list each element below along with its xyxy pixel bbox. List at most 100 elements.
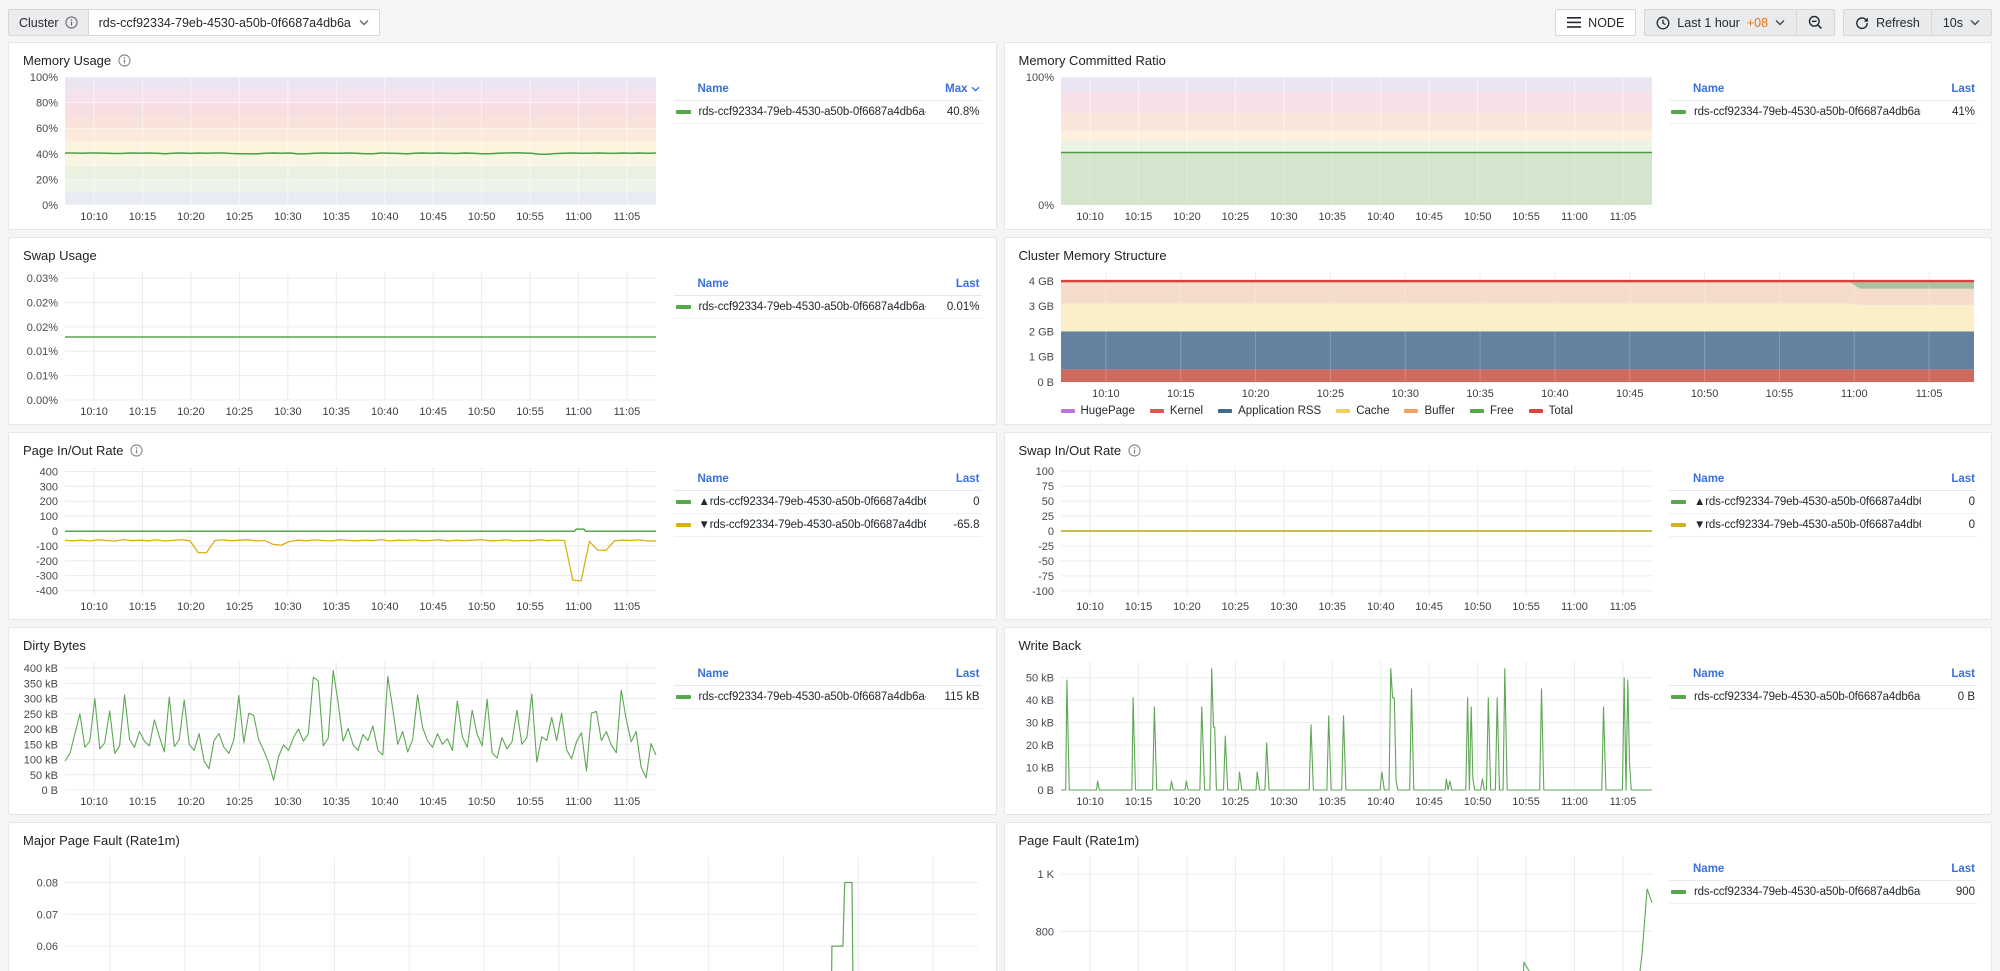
panel-title[interactable]: Swap In/Out Rate xyxy=(1018,442,1122,458)
legend-name-header[interactable]: Name xyxy=(697,278,729,290)
svg-text:10:20: 10:20 xyxy=(177,796,205,808)
refresh-button[interactable]: Refresh xyxy=(1844,10,1931,35)
svg-text:10:10: 10:10 xyxy=(1092,388,1120,400)
legend-item[interactable]: Free xyxy=(1469,405,1514,417)
info-icon[interactable] xyxy=(1128,443,1141,457)
svg-text:10:55: 10:55 xyxy=(516,601,544,613)
panel-title[interactable]: Write Back xyxy=(1018,637,1082,653)
legend-value-header[interactable]: Last xyxy=(1951,473,1975,485)
write-back-chart[interactable]: 50 kB 40 kB 30 kB 20 kB 10 kB 0 B 10:10 10:15 10… xyxy=(1013,656,1658,810)
legend-value-header[interactable]: Last xyxy=(955,473,980,485)
time-range-picker[interactable]: Last 1 hour +08 xyxy=(1645,10,1796,35)
dirty-bytes-chart[interactable]: 400 kB 350 kB 300 kB 250 kB 200 kB 150 kB 100 … xyxy=(17,656,662,810)
info-icon[interactable] xyxy=(64,16,78,29)
svg-text:10:30: 10:30 xyxy=(274,796,302,808)
panel-title[interactable]: Page Fault (Rate1m) xyxy=(1018,832,1140,848)
legend-value-header[interactable]: Last xyxy=(1951,83,1975,95)
panel-title[interactable]: Swap Usage xyxy=(23,247,97,263)
svg-text:10:50: 10:50 xyxy=(1690,388,1718,400)
svg-text:10:55: 10:55 xyxy=(1765,388,1793,400)
series-value: 0.01% xyxy=(946,301,980,313)
legend-row[interactable]: ▼rds-ccf92334-79eb-4530-a50b-0f6687a4db6… xyxy=(1669,514,1977,537)
legend-name-header[interactable]: Name xyxy=(1693,863,1725,875)
cluster-memory-structure-chart[interactable]: 4 GB 3 GB 2 GB 1 GB 0 B 10:10 10:15 10:20 10:25 1… xyxy=(1013,266,1980,402)
legend-row[interactable]: rds-ccf92334-79eb-4530-a50b-0f6687a4db6a… xyxy=(673,101,982,124)
panel-title[interactable]: Cluster Memory Structure xyxy=(1018,247,1167,263)
series-name: Free xyxy=(1489,405,1514,417)
info-icon[interactable] xyxy=(130,443,144,457)
legend-sort-header[interactable]: Max xyxy=(945,83,979,95)
svg-text:10:50: 10:50 xyxy=(1463,211,1491,223)
svg-text:10:30: 10:30 xyxy=(1270,796,1298,808)
series-name: rds-ccf92334-79eb-4530-a50b-0f6687a4db6a… xyxy=(1694,886,1921,898)
svg-text:10:10: 10:10 xyxy=(80,211,108,223)
series-name: HugePage xyxy=(1080,405,1135,417)
panel-title[interactable]: Memory Usage xyxy=(23,52,112,68)
panel-title[interactable]: Memory Committed Ratio xyxy=(1018,52,1166,68)
legend-item[interactable]: Total xyxy=(1528,405,1573,417)
legend-name-header[interactable]: Name xyxy=(1693,668,1725,680)
refresh-interval-dropdown[interactable]: 10s xyxy=(1930,10,1991,35)
series-swatch xyxy=(1671,695,1686,699)
svg-text:11:00: 11:00 xyxy=(1561,796,1588,808)
series-swatch xyxy=(1671,523,1686,527)
legend-row[interactable]: rds-ccf92334-79eb-4530-a50b-0f6687a4db6a… xyxy=(1669,686,1977,709)
legend-value-header[interactable]: Last xyxy=(955,668,980,680)
legend-name-header[interactable]: Name xyxy=(697,668,729,680)
cluster-value: rds-ccf92334-79eb-4530-a50b-0f6687a4db6a xyxy=(98,15,351,30)
svg-text:0.07: 0.07 xyxy=(37,909,58,921)
svg-text:10:25: 10:25 xyxy=(1221,601,1249,613)
legend-item[interactable]: HugePage xyxy=(1060,405,1135,417)
memory-committed-ratio-chart[interactable]: 100% 0% 10:10 10:15 10:20 10:25 10:30 10:35 10:4… xyxy=(1013,71,1658,225)
legend-row[interactable]: ▲rds-ccf92334-79eb-4530-a50b-0f6687a4db6… xyxy=(673,491,982,514)
svg-text:400: 400 xyxy=(40,466,58,478)
legend-name-header[interactable]: Name xyxy=(1693,473,1725,485)
major-page-fault-chart[interactable]: 0.080.070.060.050.040.030.020.01010:1010… xyxy=(17,851,984,971)
legend-name-header[interactable]: Name xyxy=(697,473,729,485)
legend-item[interactable]: Buffer xyxy=(1404,405,1455,417)
series-name: Total xyxy=(1548,405,1573,417)
svg-text:50: 50 xyxy=(1041,496,1053,508)
node-button[interactable]: NODE xyxy=(1555,9,1637,36)
legend-row[interactable]: rds-ccf92334-79eb-4530-a50b-0f6687a4db6a… xyxy=(1669,881,1977,904)
legend-item[interactable]: Application RSS xyxy=(1218,405,1321,417)
series-name: ▼rds-ccf92334-79eb-4530-a50b-0f6687a4db6… xyxy=(698,519,926,531)
panel-title[interactable]: Major Page Fault (Rate1m) xyxy=(23,832,180,848)
legend-row[interactable]: rds-ccf92334-79eb-4530-a50b-0f6687a4db6a… xyxy=(673,296,982,319)
cluster-dropdown[interactable]: rds-ccf92334-79eb-4530-a50b-0f6687a4db6a xyxy=(88,10,379,35)
panel-title[interactable]: Dirty Bytes xyxy=(23,637,86,653)
svg-text:10:35: 10:35 xyxy=(323,211,351,223)
refresh-label: Refresh xyxy=(1876,15,1920,30)
svg-text:10:55: 10:55 xyxy=(516,796,544,808)
series-swatch xyxy=(1060,409,1075,413)
zoom-out-button[interactable] xyxy=(1796,10,1834,35)
legend-row[interactable]: ▲rds-ccf92334-79eb-4530-a50b-0f6687a4db6… xyxy=(1669,491,1977,514)
panel-title[interactable]: Page In/Out Rate xyxy=(23,442,124,458)
legend-row[interactable]: ▼rds-ccf92334-79eb-4530-a50b-0f6687a4db6… xyxy=(673,514,982,537)
legend-name-header[interactable]: Name xyxy=(697,83,729,95)
swap-usage-chart[interactable]: 0.03% 0.02% 0.02% 0.01% 0.01% 0.00% 10:10 10:15… xyxy=(17,266,662,420)
svg-text:11:00: 11:00 xyxy=(565,211,592,223)
svg-text:10:10: 10:10 xyxy=(1076,601,1104,613)
legend-item[interactable]: Cache xyxy=(1336,405,1389,417)
legend: Name Last rds-ccf92334-79eb-4530-a50b-0f… xyxy=(1657,656,1979,810)
legend-name-header[interactable]: Name xyxy=(1693,83,1725,95)
svg-text:0.02%: 0.02% xyxy=(27,322,58,334)
svg-text:10:25: 10:25 xyxy=(1221,211,1249,223)
page-in-out-rate-chart[interactable]: 400 300 200 100 0 -100 -200 -300 -400 10:10 10:15 1… xyxy=(17,461,662,615)
memory-usage-chart[interactable]: 100% 80% 60% 40% 20% 0% 10:10 10:15 10:20 10:25 10… xyxy=(17,71,662,225)
svg-text:-200: -200 xyxy=(36,556,58,568)
svg-text:10:45: 10:45 xyxy=(419,406,447,418)
svg-text:11:00: 11:00 xyxy=(1561,211,1588,223)
legend-value-header[interactable]: Last xyxy=(955,278,980,290)
page-fault-chart[interactable]: 1 K80060040020010:1010:1510:2010:2510:30… xyxy=(1013,851,1658,971)
cluster-selector[interactable]: Cluster rds-ccf92334-79eb-4530-a50b-0f66… xyxy=(8,9,380,36)
legend-value-header[interactable]: Last xyxy=(1951,668,1975,680)
info-icon[interactable] xyxy=(118,53,131,67)
legend-row[interactable]: rds-ccf92334-79eb-4530-a50b-0f6687a4db6a… xyxy=(1669,101,1977,124)
legend-row[interactable]: rds-ccf92334-79eb-4530-a50b-0f6687a4db6a… xyxy=(673,686,982,709)
legend-item[interactable]: Kernel xyxy=(1149,405,1203,417)
swap-in-out-rate-chart[interactable]: 100 75 50 25 0 -25 -50 -75 -100 10:10 10:15 10:20 10… xyxy=(1013,461,1658,615)
series-name: rds-ccf92334-79eb-4530-a50b-0f6687a4db6a… xyxy=(698,301,926,313)
legend-value-header[interactable]: Last xyxy=(1951,863,1975,875)
